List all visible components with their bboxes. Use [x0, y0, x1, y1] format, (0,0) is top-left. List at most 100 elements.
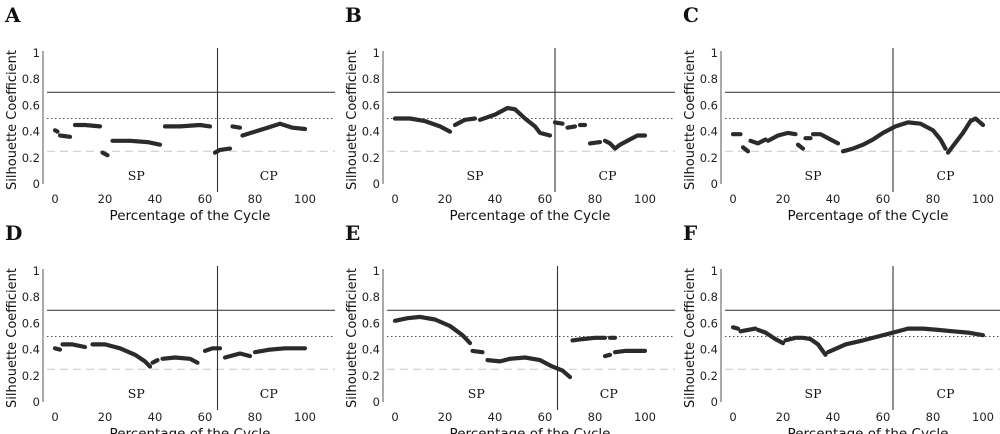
x-tick-label: 60 [876, 410, 891, 424]
x-tick-label: 0 [51, 410, 58, 424]
x-axis-label: Percentage of the Cycle [788, 208, 949, 224]
x-tick-label: 60 [198, 192, 213, 206]
y-tick-label: 0.2 [362, 151, 380, 165]
phase-label-sp: SP [128, 168, 145, 183]
phase-label-sp: SP [467, 168, 484, 183]
data-segment [840, 120, 948, 154]
data-segment [52, 346, 63, 352]
data-segment [392, 314, 473, 346]
x-axis-label: Percentage of the Cycle [450, 426, 611, 434]
x-axis-label: Percentage of the Cycle [788, 426, 949, 434]
panel-letter: B [345, 3, 362, 27]
data-segment [162, 122, 213, 129]
y-tick-label: 0 [711, 395, 718, 409]
data-segment [60, 342, 88, 350]
data-segment [470, 348, 485, 355]
data-segment [150, 358, 160, 365]
data-segment [755, 327, 786, 346]
data-segment [477, 105, 553, 138]
y-tick-label: 0.8 [700, 72, 718, 86]
y-axis-label: Silhouette Coefficient [5, 50, 20, 190]
y-tick-label: 1 [33, 46, 40, 60]
x-tick-label: 100 [294, 192, 316, 206]
panel-letter: F [683, 221, 697, 245]
y-tick-label: 0.8 [362, 72, 380, 86]
x-tick-label: 40 [826, 192, 841, 206]
x-tick-label: 100 [294, 410, 316, 424]
x-tick-label: 20 [98, 192, 113, 206]
panel-d: D Silhouette Coefficient 0 0.2 0.4 0.6 0.8 1 0 20… [5, 221, 335, 434]
x-tick-label: 80 [248, 410, 263, 424]
phase-label-sp: SP [468, 386, 485, 401]
x-tick-label: 100 [634, 192, 656, 206]
panel-letter: C [683, 3, 699, 27]
data-segment [52, 128, 60, 134]
y-tick-label: 0.6 [22, 98, 40, 112]
x-tick-label: 40 [148, 410, 163, 424]
x-tick-label: 0 [51, 192, 58, 206]
phase-label-sp: SP [128, 386, 145, 401]
phase-label-cp: CP [260, 386, 278, 401]
y-tick-label: 0.4 [22, 343, 40, 357]
y-tick-label: 0 [373, 177, 380, 191]
y-axis-label: Silhouette Coefficient [683, 268, 698, 408]
data-segment [202, 346, 223, 353]
y-tick-label: 0 [373, 395, 380, 409]
panel-letter: E [345, 221, 360, 245]
x-tick-label: 60 [198, 410, 213, 424]
y-axis-label: Silhouette Coefficient [345, 268, 360, 408]
x-axis-label: Percentage of the Cycle [110, 208, 271, 224]
data-segment [72, 122, 103, 129]
y-tick-label: 1 [373, 264, 380, 278]
data-segment [570, 335, 608, 343]
y-tick-label: 0.6 [700, 316, 718, 330]
y-tick-label: 1 [33, 264, 40, 278]
y-tick-label: 0.2 [22, 151, 40, 165]
x-tick-label: 0 [729, 410, 736, 424]
panel-letter: D [5, 221, 22, 245]
y-tick-label: 0 [33, 177, 40, 191]
y-tick-label: 0.4 [362, 343, 380, 357]
data-segment [552, 120, 565, 126]
x-tick-label: 20 [438, 192, 453, 206]
data-segment [57, 133, 73, 139]
data-segment [810, 132, 841, 146]
y-tick-label: 0.6 [362, 316, 380, 330]
y-axis-label: Silhouette Coefficient [5, 268, 20, 408]
data-segment [565, 124, 578, 130]
phase-label-cp: CP [600, 386, 618, 401]
data-segment [738, 326, 758, 334]
x-tick-label: 0 [729, 192, 736, 206]
x-tick-label: 20 [438, 410, 453, 424]
y-tick-label: 0.8 [700, 290, 718, 304]
x-tick-label: 20 [776, 410, 791, 424]
y-axis-label: Silhouette Coefficient [345, 50, 360, 190]
data-segment [765, 130, 798, 143]
data-segment [730, 325, 741, 331]
phase-label-sp: SP [805, 386, 822, 401]
panel-f: F Silhouette Coefficient 0 0.2 0.4 0.6 0.8 1 0 20… [683, 221, 1000, 434]
data-segment [485, 355, 573, 380]
y-tick-label: 0.6 [22, 316, 40, 330]
x-tick-label: 20 [98, 410, 113, 424]
y-tick-label: 0.2 [22, 369, 40, 383]
y-tick-label: 0.4 [700, 125, 718, 139]
panel-e: E Silhouette Coefficient 0 0.2 0.4 0.6 0.8 1 0 20… [345, 221, 675, 434]
y-tick-label: 1 [711, 46, 718, 60]
data-segment [602, 133, 648, 151]
x-tick-label: 40 [826, 410, 841, 424]
data-segment [230, 124, 243, 130]
x-tick-label: 100 [634, 410, 656, 424]
x-tick-label: 80 [588, 410, 603, 424]
x-tick-label: 100 [972, 192, 994, 206]
y-tick-label: 0.2 [700, 151, 718, 165]
x-tick-label: 80 [926, 192, 941, 206]
y-tick-label: 0.8 [22, 72, 40, 86]
data-segment [160, 355, 200, 365]
data-segment [110, 138, 163, 147]
x-tick-label: 0 [391, 410, 398, 424]
data-segment [452, 116, 478, 128]
y-tick-label: 0.8 [22, 290, 40, 304]
data-segment [602, 352, 613, 359]
